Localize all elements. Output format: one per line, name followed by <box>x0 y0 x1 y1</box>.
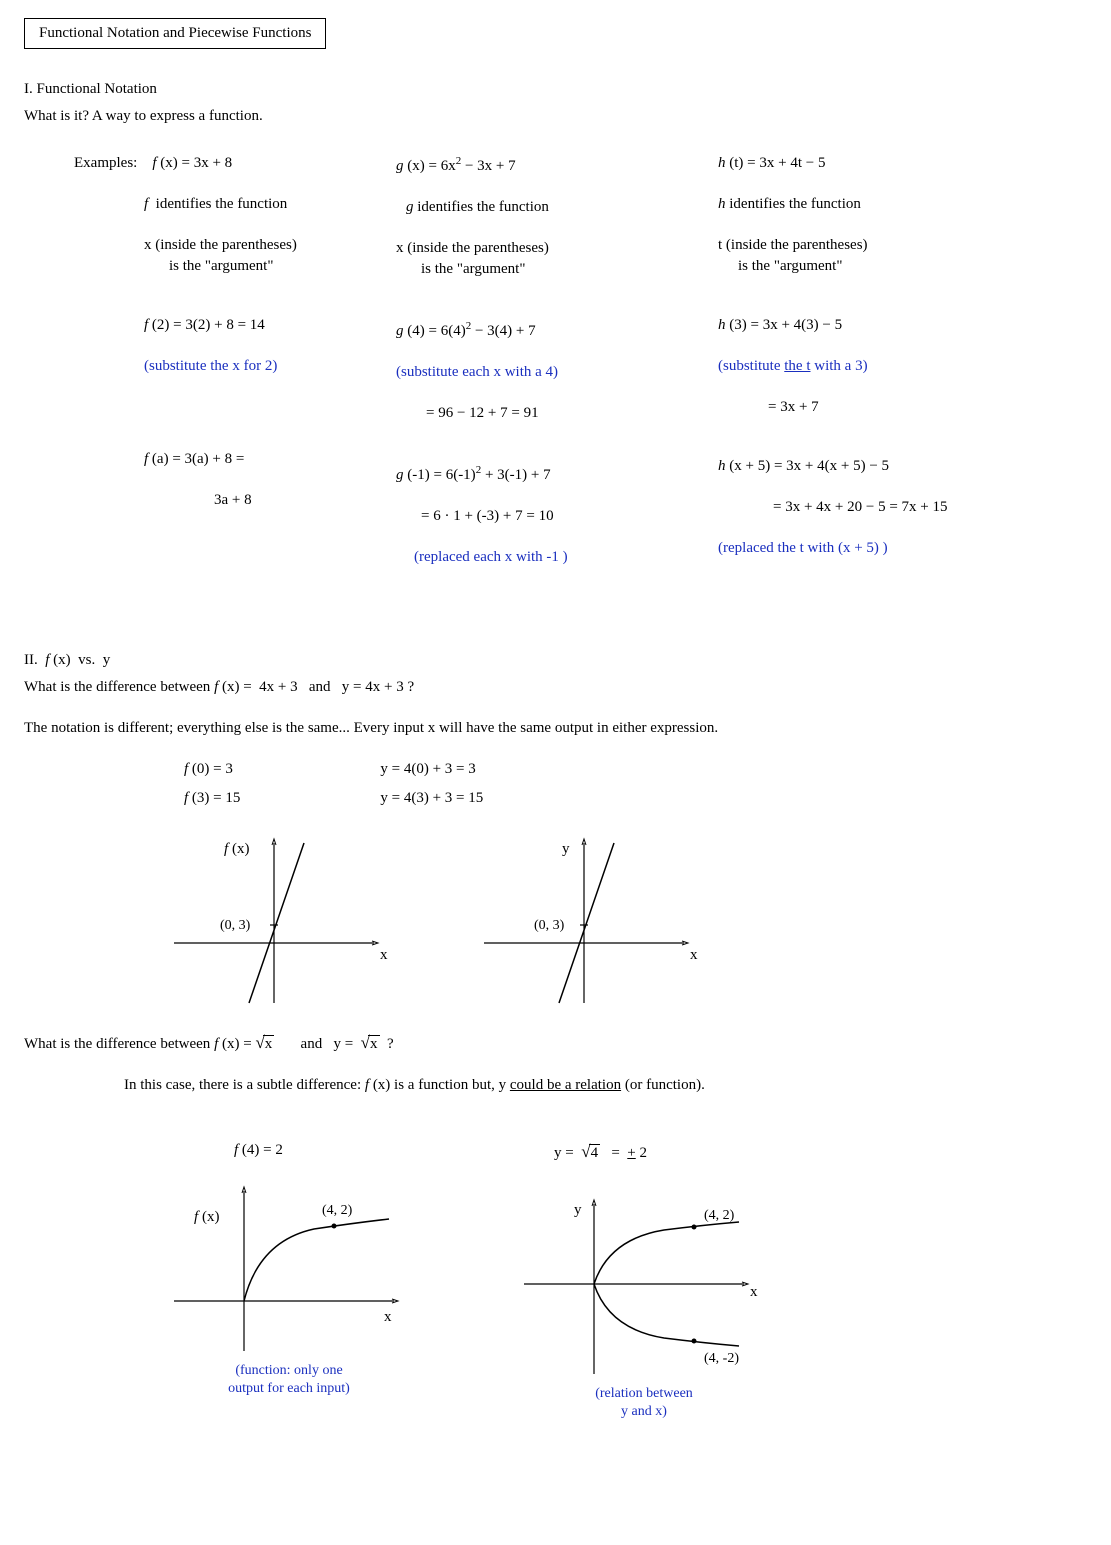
section-2-heading: II. f (x) vs. y <box>24 652 1087 669</box>
example-col-h: h (t) = 3x + 4t − 5 h identifies the fun… <box>718 151 1060 570</box>
sec2-q1-pre: What is the difference between <box>24 679 214 695</box>
h-identifies: identifies the function <box>726 196 861 212</box>
linear-graph-fx: f (x) (0, 3) x <box>164 833 394 1013</box>
examples-label: Examples: <box>74 155 137 171</box>
h-ex1-note: (substitute the t with a 3) <box>718 358 1048 375</box>
examples-row: Examples: f (x) = 3x + 8 f identifies th… <box>74 151 1087 570</box>
g-ex2-note: (replaced each x with -1 ) <box>414 549 706 566</box>
svg-text:(0, 3): (0, 3) <box>220 918 251 933</box>
svg-text:(x): (x) <box>202 1209 220 1225</box>
h-ex1b: = 3x + 7 <box>768 399 1048 416</box>
value-pairs: f (0) = 3 f (3) = 15 y = 4(0) + 3 = 3 y … <box>184 757 1087 811</box>
f-ex2b: 3a + 8 <box>214 492 384 509</box>
sec2-a2-mid: but, y <box>468 1077 510 1093</box>
pair-l1: (0) = 3 <box>188 761 233 777</box>
sqrt-right-eq: y = 4 = + 2 <box>554 1142 774 1162</box>
g-arg-2: is the "argument" <box>421 261 706 278</box>
f-eq: (x) = 3x + 8 <box>157 155 233 171</box>
svg-text:f: f <box>224 841 230 857</box>
sqrt-right-cap2: y and x) <box>514 1404 774 1420</box>
h-ex1: (3) = 3x + 4(3) − 5 <box>726 317 843 333</box>
sqrt-graphs: f (4) = 2 f (x) (4, 2) x (function: only… <box>164 1142 1087 1420</box>
sec2-a2-post: (or function). <box>621 1077 705 1093</box>
sec2-a2-pre: In this case, there is a subtle differen… <box>124 1077 365 1093</box>
h-arg-1: t (inside the parentheses) <box>718 237 1048 254</box>
h-arg-2: is the "argument" <box>738 258 1048 275</box>
sqrt-graph-y: y = 4 = + 2 y (4, 2) (4, -2) x (relation… <box>514 1142 774 1420</box>
svg-text:(4, -2): (4, -2) <box>704 1351 739 1366</box>
section-1-question: What is it? A way to express a function. <box>24 108 1087 125</box>
sqrt-svg-fx: f (x) (4, 2) x <box>164 1181 414 1361</box>
svg-text:(x): (x) <box>232 841 250 857</box>
sec2-a2-u: could be a relation <box>510 1077 621 1093</box>
sqrt-left-cap1: (function: only one <box>164 1363 414 1379</box>
svg-text:(4, 2): (4, 2) <box>322 1203 353 1218</box>
svg-text:y: y <box>562 841 570 857</box>
f-identifies: identifies the function <box>148 196 287 212</box>
linear-graphs: f (x) (0, 3) x y (0, 3) x <box>164 833 1087 1013</box>
g-ex2a: (-1) = 6(-1)2 + 3(-1) + 7 <box>404 467 551 483</box>
sec2-a1: The notation is different; everything el… <box>24 720 1087 737</box>
g-eq: (x) = 6x2 − 3x + 7 <box>404 158 516 174</box>
g-identifies: identifies the function <box>414 199 549 215</box>
f-ex1-note: (substitute the x for 2) <box>144 358 384 375</box>
linear-graph-y: y (0, 3) x <box>474 833 704 1013</box>
sqrt-left-cap2: output for each input) <box>164 1381 414 1397</box>
g-ex1: (4) = 6(4)2 − 3(4) + 7 <box>404 323 536 339</box>
section-1-heading: I. Functional Notation <box>24 81 1087 98</box>
svg-text:x: x <box>690 947 698 963</box>
pair-r1: y = 4(0) + 3 = 3 <box>380 761 483 778</box>
sec2-q2: What is the difference between f (x) = x… <box>24 1033 1087 1053</box>
sec2-a2: In this case, there is a subtle differen… <box>124 1077 1087 1094</box>
pair-r2: y = 4(3) + 3 = 15 <box>380 790 483 807</box>
sec2-q1: What is the difference between f (x) = 4… <box>24 679 1087 696</box>
svg-text:(4, 2): (4, 2) <box>704 1208 735 1223</box>
svg-text:f: f <box>194 1209 200 1225</box>
g-ex1b: = 96 − 12 + 7 = 91 <box>426 405 706 422</box>
h-ex1-note-u: the t <box>784 358 810 374</box>
sqrt-right-cap1: (relation between <box>514 1386 774 1402</box>
h-eq: (t) = 3x + 4t − 5 <box>726 155 826 171</box>
h-ex1-note-pre: (substitute <box>718 358 784 374</box>
f-ex2a: (a) = 3(a) + 8 = <box>148 451 244 467</box>
g-ex1-note: (substitute each x with a 4) <box>396 364 706 381</box>
page-title-box: Functional Notation and Piecewise Functi… <box>24 18 326 49</box>
graph-svg-fx: f (x) (0, 3) x <box>164 833 394 1013</box>
f-arg-1: x (inside the parentheses) <box>144 237 384 254</box>
svg-text:x: x <box>750 1284 758 1300</box>
sqrt-graph-fx: f (4) = 2 f (x) (4, 2) x (function: only… <box>164 1142 414 1420</box>
g-ex2b: = 6 · 1 + (-3) + 7 = 10 <box>421 508 706 525</box>
h-ex2a: (x + 5) = 3x + 4(x + 5) − 5 <box>726 458 890 474</box>
h-ex2-note: (replaced the t with (x + 5) ) <box>718 540 1048 557</box>
h-ex2b: = 3x + 4x + 20 − 5 = 7x + 15 <box>773 499 1048 516</box>
svg-text:y: y <box>574 1202 582 1218</box>
example-col-f: Examples: f (x) = 3x + 8 f identifies th… <box>74 151 396 570</box>
page-title: Functional Notation and Piecewise Functi… <box>39 25 311 41</box>
example-col-g: g (x) = 6x2 − 3x + 7 g identifies the fu… <box>396 151 718 570</box>
svg-text:x: x <box>384 1309 392 1325</box>
pair-l2: (3) = 15 <box>188 790 240 806</box>
sec2-q2-pre: What is the difference between <box>24 1036 214 1052</box>
svg-text:(0, 3): (0, 3) <box>534 918 565 933</box>
g-arg-1: x (inside the parentheses) <box>396 240 706 257</box>
h-ex1-note-post: with a 3) <box>811 358 868 374</box>
f-arg-2: is the "argument" <box>169 258 384 275</box>
f-ex1: (2) = 3(2) + 8 = 14 <box>148 317 265 333</box>
graph-svg-y: y (0, 3) x <box>474 833 704 1013</box>
sqrt-svg-y: y (4, 2) (4, -2) x <box>514 1184 774 1384</box>
sqrt-left-eq: (4) = 2 <box>238 1142 283 1158</box>
svg-text:x: x <box>380 947 388 963</box>
